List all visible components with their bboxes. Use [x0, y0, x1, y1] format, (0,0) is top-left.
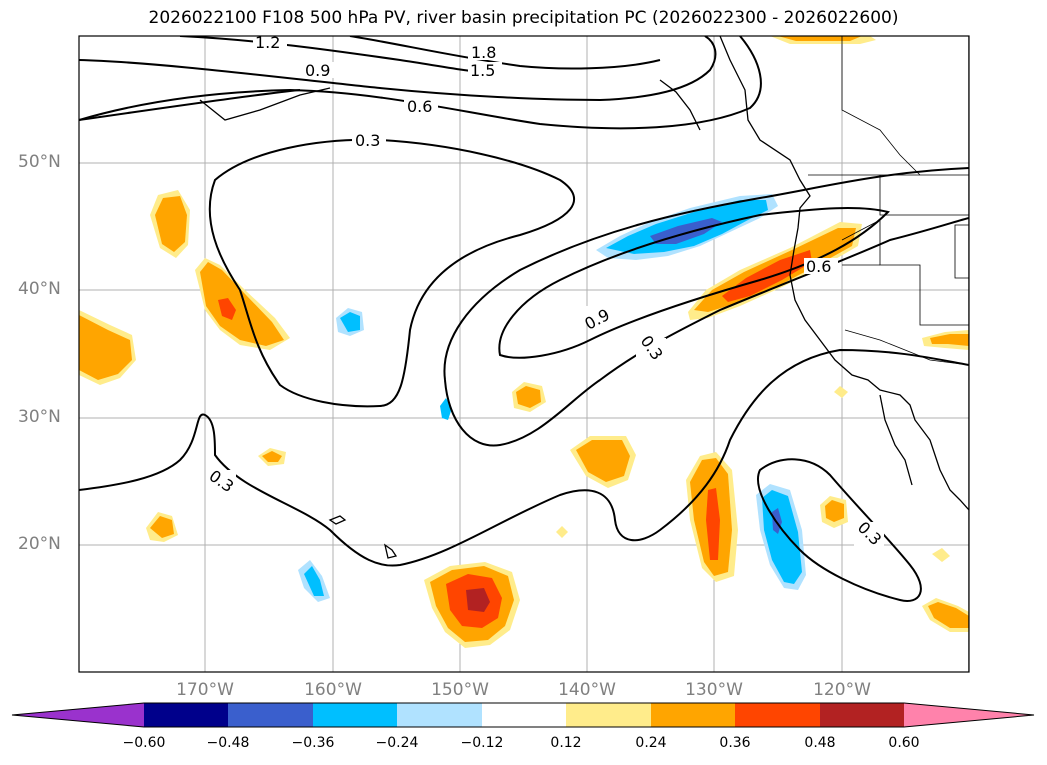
contour-label-0.6: 0.6	[407, 97, 432, 116]
lon-label-130w: 130°W	[685, 680, 743, 700]
colorbar-tick: 0.48	[804, 735, 836, 751]
colorbar-tick: −0.60	[122, 735, 166, 751]
lon-label-120w: 120°W	[813, 680, 871, 700]
lon-label-150w: 150°W	[431, 680, 489, 700]
colorbar	[11, 702, 1035, 728]
colorbar-swatch	[651, 703, 735, 727]
colorbar-extend-left	[12, 703, 144, 727]
contour-label-1.5: 1.5	[470, 61, 495, 80]
map-area: 1.2 0.9 1.8 1.5 0.6 0.3 0.9 0.3 0.6 0.3 …	[79, 33, 969, 672]
precip-shading	[79, 36, 969, 648]
coastline	[199, 36, 969, 672]
colorbar-swatch	[820, 703, 904, 727]
colorbar-tick: −0.36	[291, 735, 335, 751]
lat-label-40n: 40°N	[18, 279, 61, 299]
contour-label-0.6-b: 0.6	[806, 257, 831, 276]
colorbar-swatch	[482, 703, 566, 727]
colorbar-tick: 0.12	[550, 735, 582, 751]
lon-label-170w: 170°W	[176, 680, 234, 700]
lon-label-160w: 160°W	[304, 680, 362, 700]
contour-label-1.2: 1.2	[255, 33, 280, 52]
boundaries	[808, 36, 969, 366]
colorbar-swatch	[735, 703, 820, 727]
colorbar-swatch	[144, 703, 228, 727]
colorbar-tick: 0.60	[888, 735, 920, 751]
lat-label-50n: 50°N	[18, 152, 61, 172]
colorbar-extend-right	[904, 703, 1034, 727]
colorbar-outline	[11, 702, 1035, 728]
plot-frame	[78, 35, 970, 673]
contour-label-0.3: 0.3	[355, 131, 380, 150]
colorbar-swatch	[397, 703, 482, 727]
contour-label-0.9: 0.9	[305, 61, 330, 80]
contour-label-1.8: 1.8	[471, 43, 496, 62]
colorbar-tick: −0.48	[206, 735, 250, 751]
lon-label-140w: 140°W	[558, 680, 616, 700]
colorbar-tick: 0.24	[635, 735, 667, 751]
colorbar-tick: 0.36	[719, 735, 751, 751]
colorbar-swatch	[313, 703, 397, 727]
colorbar-swatch	[566, 703, 651, 727]
lat-label-20n: 20°N	[18, 534, 61, 554]
colorbar-swatch	[228, 703, 313, 727]
colorbar-tick: −0.24	[375, 735, 419, 751]
contour-labels: 1.2 0.9 1.8 1.5 0.6 0.3 0.9 0.3 0.6 0.3 …	[206, 33, 885, 549]
lat-label-30n: 30°N	[18, 407, 61, 427]
colorbar-tick: −0.12	[460, 735, 504, 751]
map-title: 2026022100 F108 500 hPa PV, river basin …	[148, 8, 899, 28]
gridlines	[79, 36, 969, 672]
